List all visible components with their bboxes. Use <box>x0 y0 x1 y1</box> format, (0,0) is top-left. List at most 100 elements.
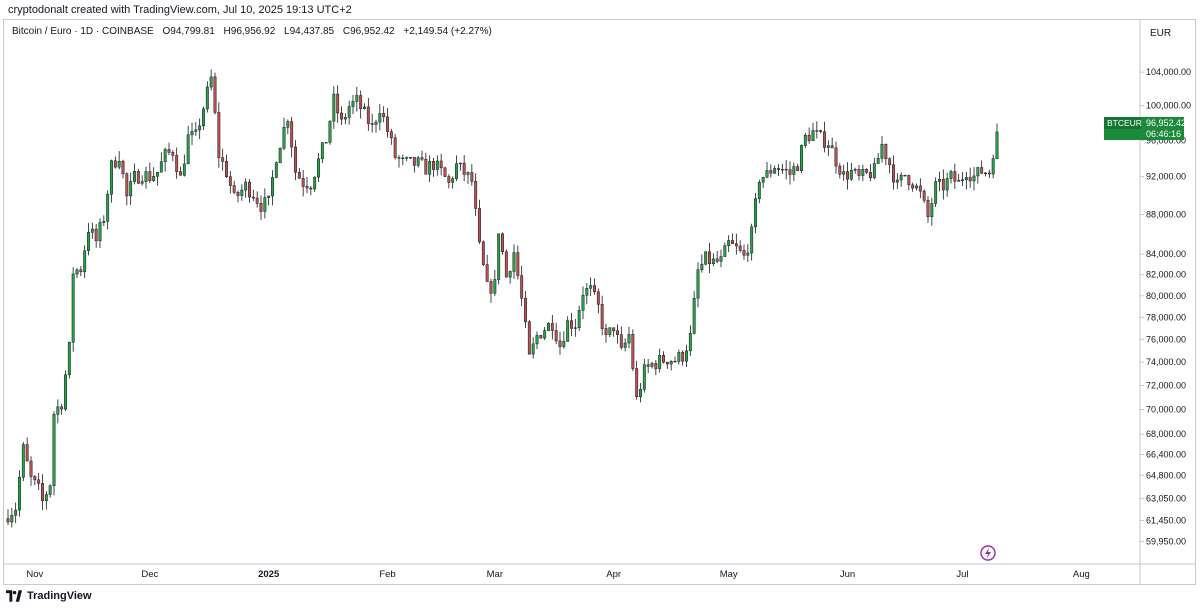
price-tick-label: 78,000.00 <box>1146 312 1186 322</box>
candle-up <box>110 160 113 195</box>
candle-down <box>125 173 129 197</box>
candle-up <box>378 113 382 123</box>
candle-down <box>412 157 416 166</box>
candle-up <box>642 364 646 390</box>
candle-up <box>562 341 566 347</box>
candle-down <box>37 479 41 484</box>
candle-up <box>853 169 857 171</box>
candle-up <box>623 342 627 348</box>
candle-up <box>826 145 830 148</box>
candle-down <box>681 352 685 362</box>
time-tick-label: May <box>720 569 738 580</box>
price-tick-label: 100,000.00 <box>1146 101 1191 111</box>
candle-up <box>934 181 938 204</box>
candle-up <box>589 285 593 289</box>
candle-down <box>539 335 543 339</box>
candle-down <box>382 113 386 118</box>
candle-up <box>658 355 662 369</box>
candle-up <box>608 327 612 335</box>
candle-down <box>297 172 301 179</box>
candle-down <box>470 172 474 182</box>
candle-down <box>830 145 834 149</box>
candle-up <box>704 251 708 265</box>
candle-up <box>267 195 271 198</box>
price-tick-label: 84,000.00 <box>1146 249 1186 259</box>
candle-down <box>903 174 907 177</box>
candle-down <box>432 161 435 170</box>
candle-up <box>508 271 512 278</box>
candle-down <box>527 321 531 355</box>
candle-down <box>922 190 926 201</box>
candle-up <box>90 228 94 233</box>
candle-up <box>861 169 865 176</box>
candle-down <box>301 177 305 187</box>
time-tick-label: Feb <box>379 569 395 580</box>
footer-brand[interactable]: TradingView <box>6 590 92 602</box>
candle-down <box>911 184 915 189</box>
ohlc-high: H96,956.92 <box>223 26 276 37</box>
price-tick-label: 82,000.00 <box>1146 270 1186 280</box>
candle-down <box>819 130 823 132</box>
candle-up <box>466 172 470 175</box>
candle-up <box>374 121 378 125</box>
candle-up <box>700 263 704 270</box>
candle-down <box>616 330 619 335</box>
candle-up <box>765 170 769 178</box>
candle-up <box>696 269 700 299</box>
price-tick-label: 96,000.00 <box>1146 135 1186 145</box>
candle-down <box>892 164 895 183</box>
candle-up <box>313 176 317 190</box>
candle-up <box>343 117 347 120</box>
candle-up <box>685 350 688 362</box>
candle-down <box>865 169 869 173</box>
candle-up <box>320 142 324 160</box>
candle-down <box>673 360 677 363</box>
candle-down <box>596 291 600 305</box>
candle-down <box>662 355 665 363</box>
candle-down <box>520 275 524 299</box>
time-axis-ticks: Nov Dec 2025 Feb Mar Apr May Jun Jul Aug <box>26 569 1089 580</box>
candle-down <box>593 285 596 293</box>
candle-down <box>734 243 738 247</box>
candle-up <box>849 169 853 180</box>
candle-up <box>363 106 366 109</box>
candle-down <box>113 160 117 168</box>
candle-up <box>263 197 267 212</box>
lightning-icon[interactable] <box>980 545 996 561</box>
candle-up <box>547 323 550 331</box>
candle-down <box>907 175 911 186</box>
candle-up <box>949 171 953 179</box>
candle-down <box>918 185 922 192</box>
candle-down <box>857 169 861 176</box>
candle-up <box>129 181 133 197</box>
candle-up <box>64 374 67 410</box>
candle-up <box>991 158 995 175</box>
candle-down <box>953 171 957 182</box>
candle-down <box>777 168 780 170</box>
candle-up <box>416 157 420 166</box>
candle-down <box>888 158 892 166</box>
candle-up <box>723 245 727 257</box>
currency-label[interactable]: EUR <box>1150 28 1171 39</box>
candle-down <box>524 298 527 323</box>
candle-up <box>451 178 455 183</box>
candle-down <box>221 157 225 162</box>
candle-down <box>25 444 29 462</box>
candle-up <box>182 163 186 176</box>
live-price-tag: BTCEUR 96,952.42 06:46:16 <box>1104 117 1186 140</box>
candle-up <box>278 147 282 164</box>
candle-up <box>972 175 976 182</box>
price-tick-label: 74,000.00 <box>1146 357 1186 367</box>
tradingview-logo-icon <box>6 590 22 602</box>
candle-up <box>872 163 876 179</box>
candle-up <box>746 252 750 256</box>
time-tick-label: Nov <box>26 569 43 580</box>
candle-down <box>788 169 792 175</box>
candle-down <box>33 476 37 481</box>
candle-down <box>612 327 616 332</box>
price-tick-label: 72,000.00 <box>1146 381 1186 391</box>
candle-up <box>455 163 458 179</box>
candle-up <box>493 279 497 294</box>
candle-down <box>796 166 800 171</box>
